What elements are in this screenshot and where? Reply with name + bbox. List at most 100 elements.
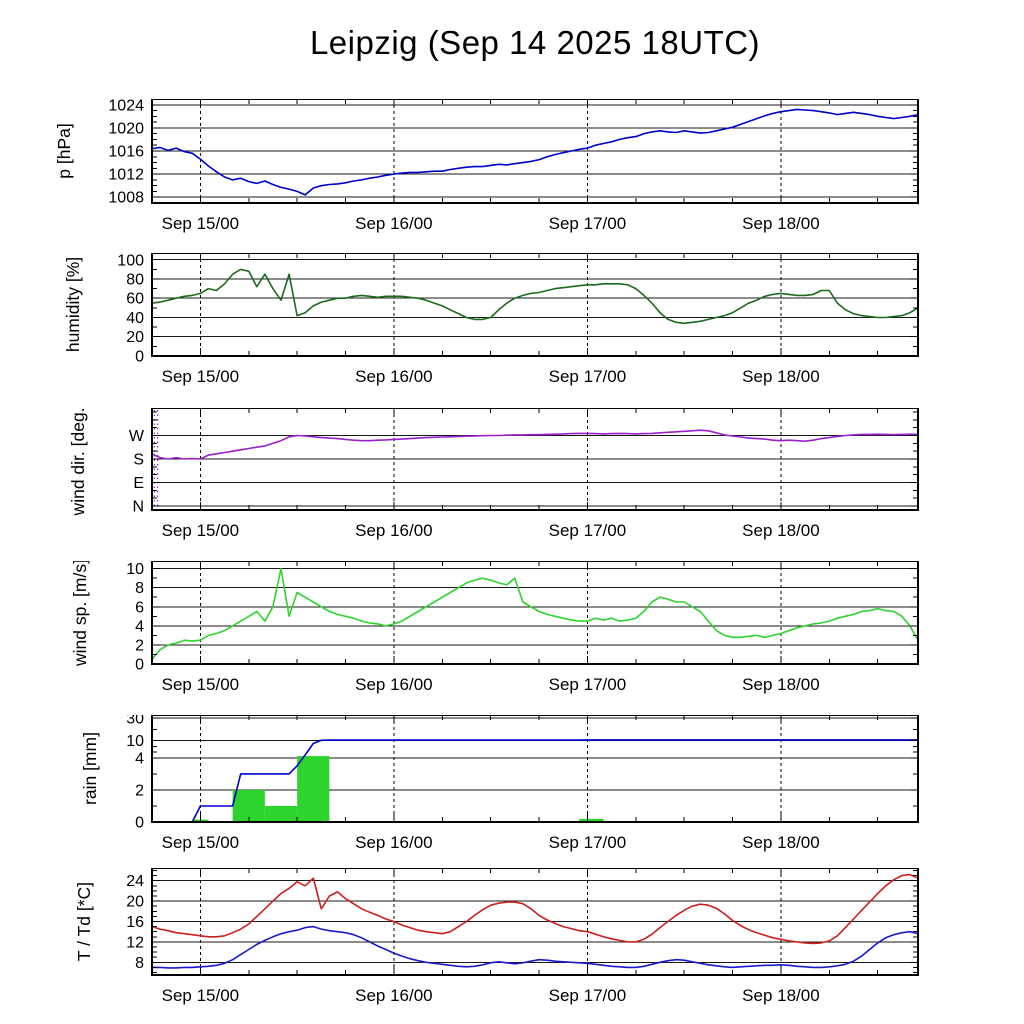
x-tick-label: Sep 16/00	[355, 675, 433, 694]
tick-marks	[151, 561, 918, 665]
y-axis-title: wind sp. [m/s]	[70, 561, 90, 667]
y-tick-label: 1020	[108, 120, 144, 137]
x-tick-label: Sep 16/00	[355, 986, 433, 1005]
day-gridlines	[199, 99, 782, 203]
x-tick-labels: Sep 15/00 Sep 16/00 Sep 17/00 Sep 18/00	[162, 833, 820, 852]
x-tick-labels: Sep 15/00 Sep 16/00 Sep 17/00 Sep 18/00	[162, 214, 820, 233]
panel-rain: 0 2 410 30 rain [mm] Sep 15/00 Sep 16/00 Sep 17…	[80, 715, 919, 852]
y-tick-label: 2	[135, 782, 144, 799]
y-tick-label: 1016	[108, 144, 144, 161]
x-tick-label: Sep 16/00	[355, 833, 433, 852]
x-tick-label: Sep 17/00	[549, 214, 627, 233]
x-tick-label: Sep 18/00	[742, 367, 820, 386]
noise-columns	[153, 410, 159, 508]
y-tick-label: 4	[135, 750, 144, 767]
plot-frame	[151, 253, 919, 357]
series-wind-speed	[152, 567, 918, 660]
y-tick-label: 30	[126, 715, 144, 728]
x-tick-label: Sep 17/00	[549, 986, 627, 1005]
y-gridlines	[152, 104, 918, 198]
x-tick-label: Sep 16/00	[355, 214, 433, 233]
x-tick-label: Sep 15/00	[162, 214, 240, 233]
x-tick-label: Sep 18/00	[742, 986, 820, 1005]
y-tick-label: N	[132, 499, 144, 516]
page-title: Leipzig (Sep 14 2025 18UTC)	[309, 24, 761, 61]
y-tick-label: 10	[126, 733, 144, 750]
y-tick-label: 4	[135, 618, 144, 635]
plot-frame	[151, 868, 919, 976]
y-tick-label: 100	[117, 253, 144, 269]
y-tick-label: 6	[135, 599, 144, 616]
x-tick-label: Sep 17/00	[549, 367, 627, 386]
y-tick-labels: 0 20 40 60 80 100	[117, 253, 144, 366]
x-tick-label: Sep 18/00	[742, 214, 820, 233]
y-tick-labels: 8 12 16 20 24	[126, 873, 144, 972]
x-tick-label: Sep 15/00	[162, 833, 240, 852]
y-tick-label: 12	[126, 934, 144, 951]
y-axis-title: humidity [%]	[63, 257, 83, 352]
plot-frame	[151, 715, 919, 823]
y-tick-label: 8	[135, 580, 144, 597]
rain-bars	[192, 756, 838, 822]
x-tick-labels: Sep 15/00 Sep 16/00 Sep 17/00 Sep 18/00	[162, 367, 820, 386]
series-pressure	[152, 108, 918, 196]
y-tick-label: 20	[126, 894, 144, 911]
x-tick-label: Sep 15/00	[162, 986, 240, 1005]
rain-bar	[297, 756, 330, 822]
y-tick-label: 20	[126, 329, 144, 346]
y-axis-title: T / Td [*C]	[74, 882, 94, 961]
series-dewpoint	[152, 925, 918, 969]
x-tick-label: Sep 17/00	[549, 675, 627, 694]
y-tick-label: 16	[126, 914, 144, 931]
y-gridlines	[152, 434, 918, 507]
y-tick-labels: 1008 1012 1016 1020 1024	[108, 99, 144, 207]
y-axis-title: p [hPa]	[54, 123, 74, 178]
series-humidity	[152, 268, 918, 325]
day-gridlines	[199, 253, 782, 356]
y-axis-title: wind dir. [deg.]	[68, 408, 88, 516]
y-gridlines	[152, 880, 918, 963]
plot-frame	[151, 561, 919, 665]
y-tick-label: 10	[126, 561, 144, 578]
y-tick-label: 2	[135, 637, 144, 654]
tick-marks	[151, 715, 918, 823]
plot-frame	[151, 408, 919, 511]
day-gridlines	[199, 561, 782, 664]
y-tick-label: W	[129, 428, 145, 445]
y-tick-label: 80	[126, 271, 144, 288]
tick-marks	[151, 253, 918, 357]
x-tick-label: Sep 18/00	[742, 521, 820, 540]
x-tick-label: Sep 17/00	[549, 833, 627, 852]
x-tick-label: Sep 15/00	[162, 367, 240, 386]
y-tick-labels: 0 2 4 6 8 10	[126, 561, 144, 673]
series-temperature	[152, 873, 918, 945]
y-tick-label: 1012	[108, 167, 144, 184]
x-tick-labels: Sep 15/00 Sep 16/00 Sep 17/00 Sep 18/00	[162, 675, 820, 694]
y-tick-labels: 0 2 410 30	[126, 715, 144, 832]
series-rain-cumulative	[152, 739, 918, 822]
rain-bar	[579, 818, 604, 822]
x-tick-labels: Sep 15/00 Sep 16/00 Sep 17/00 Sep 18/00	[162, 986, 820, 1005]
y-axis-title: rain [mm]	[80, 732, 100, 805]
panel-humidity: 0 20 40 60 80 100 humidity [%] Sep 15/00 Sep 16/…	[63, 253, 919, 386]
rain-bar	[264, 805, 298, 822]
x-tick-labels: Sep 15/00 Sep 16/00 Sep 17/00 Sep 18/00	[162, 521, 820, 540]
x-tick-label: Sep 16/00	[355, 367, 433, 386]
x-tick-label: Sep 16/00	[355, 521, 433, 540]
y-tick-label: E	[133, 475, 144, 492]
rain-bar	[232, 789, 265, 822]
x-tick-label: Sep 15/00	[162, 675, 240, 694]
plot-frame	[151, 99, 919, 204]
y-tick-label: 0	[135, 815, 144, 832]
x-tick-label: Sep 17/00	[549, 521, 627, 540]
x-tick-label: Sep 18/00	[742, 833, 820, 852]
y-tick-label: 0	[135, 657, 144, 674]
y-tick-label: 8	[135, 955, 144, 972]
x-tick-label: Sep 18/00	[742, 675, 820, 694]
